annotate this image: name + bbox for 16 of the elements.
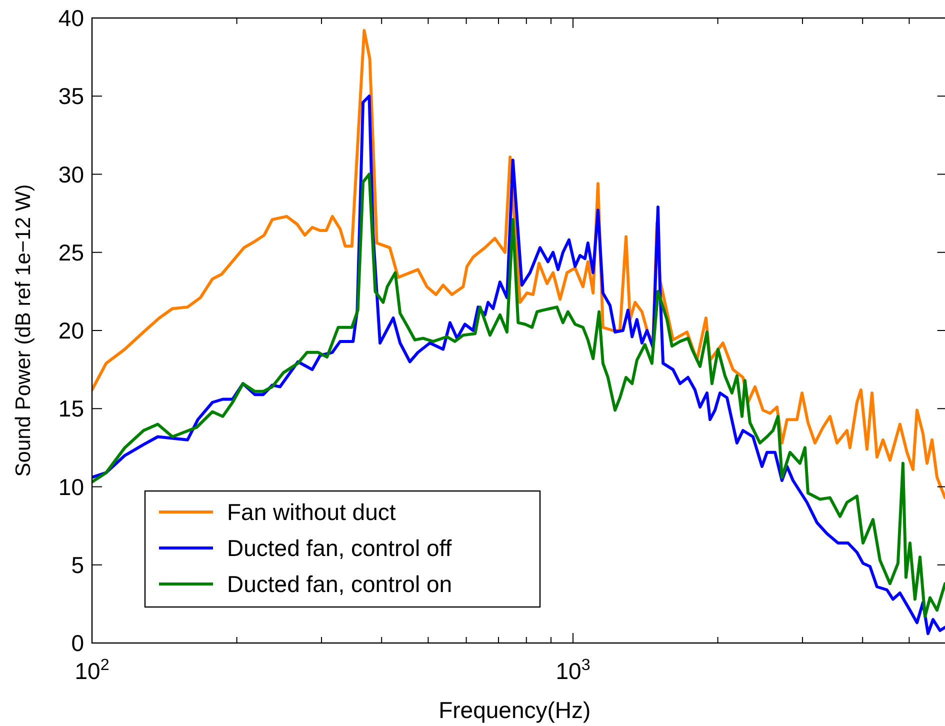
x-axis-title: Frequency(Hz) xyxy=(438,697,591,723)
y-tick-label: 25 xyxy=(58,239,84,266)
legend-label: Ducted fan, control on xyxy=(227,571,452,597)
x-tick-label: 10$^{2}$ xyxy=(74,656,110,684)
y-tick-label: 0 xyxy=(71,630,84,656)
y-tick-label: 20 xyxy=(58,318,84,344)
legend-label: Ducted fan, control off xyxy=(227,535,452,561)
y-tick-label: 5 xyxy=(71,552,84,578)
y-tick-label: 40 xyxy=(58,5,84,31)
legend-label: Fan without duct xyxy=(227,499,396,525)
y-tick-label: 35 xyxy=(58,83,84,110)
y-tick-label: 30 xyxy=(58,161,84,188)
x-tick-label: 10$^{3}$ xyxy=(556,656,590,684)
y-axis-title: Sound Power (dB ref 1e−12 W) xyxy=(12,184,35,477)
y-tick-label: 10 xyxy=(58,474,84,500)
y-tick-label: 15 xyxy=(58,396,84,422)
